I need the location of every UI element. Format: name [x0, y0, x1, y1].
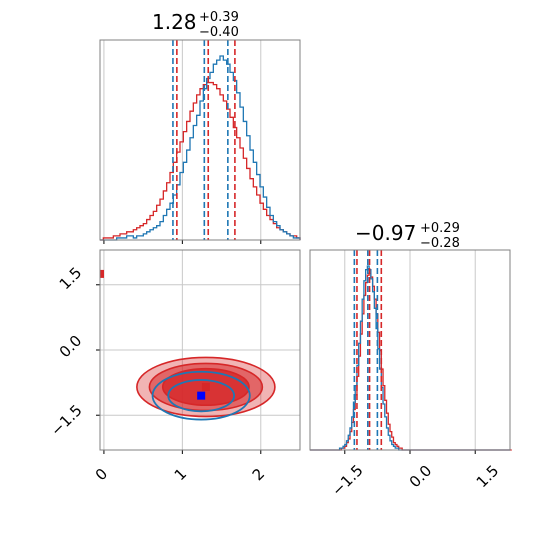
hist1-frame	[99, 39, 301, 241]
blue-median-marker	[197, 391, 206, 400]
blue-contour-0	[151, 370, 251, 421]
red-outlier-marker	[100, 269, 104, 278]
ytick-param2--1.5: −1.5	[47, 401, 85, 439]
title-param1: 1.28 +0.39 −0.40	[152, 10, 239, 40]
hist1-red	[100, 81, 301, 241]
histogram-param1	[99, 39, 301, 244]
ytick-param2-0.0: 0.0	[56, 332, 86, 362]
xtick-param2-2: 1.5	[473, 462, 503, 492]
title2-median: −0.97	[355, 221, 416, 245]
ytick-param2-1.5: 1.5	[56, 264, 86, 294]
xticks-param1: 0 1 2	[92, 465, 268, 484]
title-param2: −0.97 +0.29 −0.28	[355, 221, 460, 251]
title2-minus: −0.28	[420, 236, 460, 251]
yticks-param2: 1.5 0.0 −1.5	[47, 264, 85, 440]
xtick-param2-0: −1.5	[328, 461, 366, 499]
xtick-param2-1: 0.0	[406, 462, 436, 492]
title2-plus: +0.29	[420, 221, 460, 236]
joint-frame	[99, 249, 301, 451]
title1-plus: +0.39	[199, 10, 239, 25]
blue-contour-1	[167, 379, 236, 413]
hist1-blue	[100, 55, 301, 241]
hist2-frame	[309, 249, 511, 451]
xtick-param1-2: 2	[249, 465, 268, 484]
title1-median: 1.28	[152, 10, 197, 34]
xticks-param2: −1.5 0.0 1.5	[328, 461, 502, 499]
xtick-param1-0: 0	[92, 465, 111, 484]
histogram-param2	[309, 249, 512, 454]
title1-minus: −0.40	[199, 25, 239, 40]
xtick-param1-1: 1	[171, 465, 190, 484]
hist2-red	[310, 272, 512, 451]
joint-density-panel	[96, 249, 301, 454]
red-median-marker	[201, 382, 210, 391]
